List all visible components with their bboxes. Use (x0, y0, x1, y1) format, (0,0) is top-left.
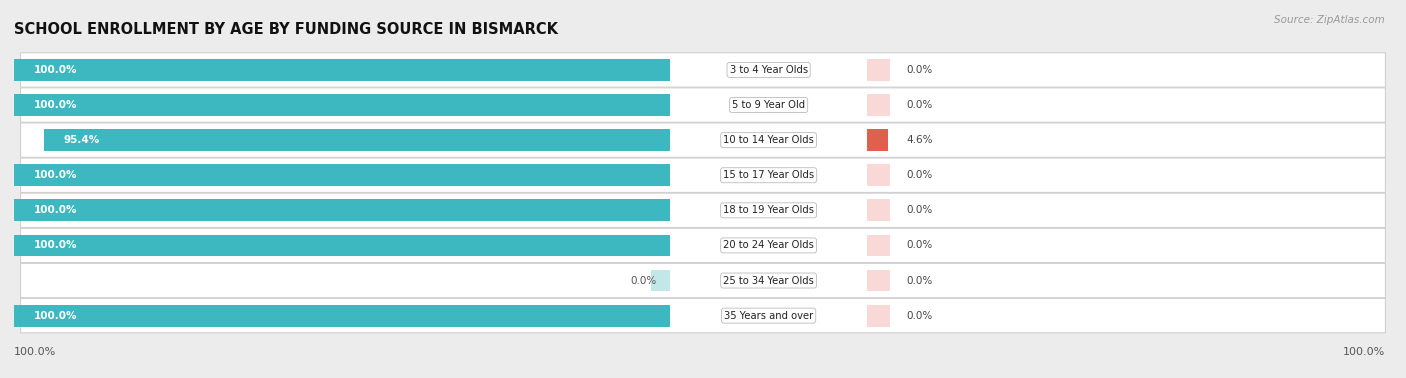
Text: 20 to 24 Year Olds: 20 to 24 Year Olds (723, 240, 814, 251)
Text: 100.0%: 100.0% (1343, 347, 1385, 357)
FancyBboxPatch shape (21, 228, 1385, 263)
Text: 100.0%: 100.0% (34, 205, 77, 215)
Text: 0.0%: 0.0% (907, 205, 932, 215)
FancyBboxPatch shape (21, 123, 1385, 157)
Text: 95.4%: 95.4% (63, 135, 100, 145)
FancyBboxPatch shape (21, 193, 1385, 228)
Text: 0.0%: 0.0% (631, 276, 657, 285)
Bar (14, 164, 671, 186)
Text: 0.0%: 0.0% (907, 100, 932, 110)
Bar (868, 59, 890, 81)
Bar (14, 305, 671, 327)
Bar (868, 200, 890, 221)
FancyBboxPatch shape (21, 88, 1385, 122)
Bar (14, 94, 671, 116)
Text: 5 to 9 Year Old: 5 to 9 Year Old (733, 100, 806, 110)
Bar (651, 270, 671, 291)
Text: 100.0%: 100.0% (34, 65, 77, 75)
FancyBboxPatch shape (21, 298, 1385, 333)
Bar (868, 305, 890, 327)
Bar (868, 164, 890, 186)
Text: 15 to 17 Year Olds: 15 to 17 Year Olds (723, 170, 814, 180)
Text: 0.0%: 0.0% (907, 240, 932, 251)
Text: 25 to 34 Year Olds: 25 to 34 Year Olds (723, 276, 814, 285)
Text: 0.0%: 0.0% (907, 65, 932, 75)
FancyBboxPatch shape (21, 263, 1385, 298)
Text: 0.0%: 0.0% (907, 276, 932, 285)
Bar (14, 200, 671, 221)
Text: 35 Years and over: 35 Years and over (724, 311, 813, 321)
Bar (868, 270, 890, 291)
FancyBboxPatch shape (21, 158, 1385, 192)
Text: 100.0%: 100.0% (14, 347, 56, 357)
Bar (868, 234, 890, 256)
Text: 3 to 4 Year Olds: 3 to 4 Year Olds (730, 65, 807, 75)
Text: 4.6%: 4.6% (907, 135, 934, 145)
Text: Source: ZipAtlas.com: Source: ZipAtlas.com (1274, 15, 1385, 25)
Text: 10 to 14 Year Olds: 10 to 14 Year Olds (723, 135, 814, 145)
Bar (44, 129, 671, 151)
FancyBboxPatch shape (21, 53, 1385, 87)
Text: 0.0%: 0.0% (907, 170, 932, 180)
Text: 100.0%: 100.0% (34, 240, 77, 251)
Text: SCHOOL ENROLLMENT BY AGE BY FUNDING SOURCE IN BISMARCK: SCHOOL ENROLLMENT BY AGE BY FUNDING SOUR… (14, 22, 558, 37)
Bar (14, 234, 671, 256)
Text: 100.0%: 100.0% (34, 100, 77, 110)
Legend: Public School, Private School: Public School, Private School (589, 377, 817, 378)
Text: 100.0%: 100.0% (34, 311, 77, 321)
Bar (868, 129, 889, 151)
Bar (14, 59, 671, 81)
Text: 0.0%: 0.0% (907, 311, 932, 321)
Text: 18 to 19 Year Olds: 18 to 19 Year Olds (723, 205, 814, 215)
Text: 100.0%: 100.0% (34, 170, 77, 180)
Bar (868, 94, 890, 116)
